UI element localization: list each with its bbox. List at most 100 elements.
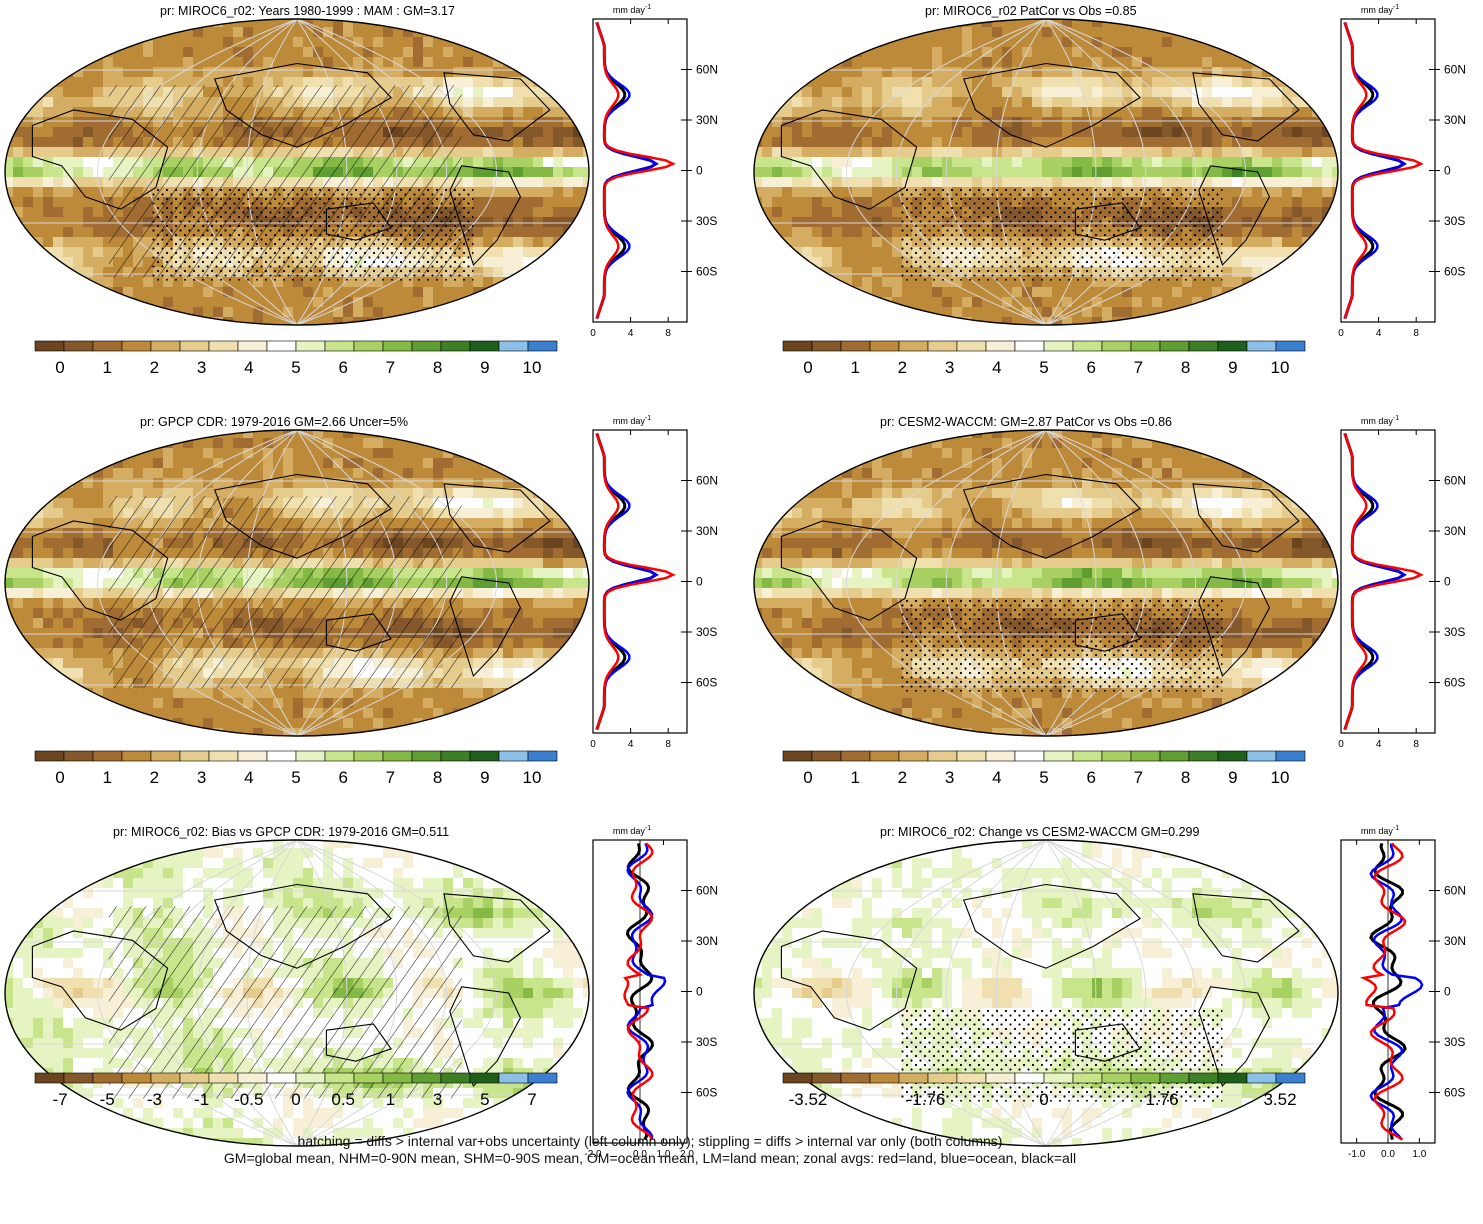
lat-tick-label: 60N — [1444, 474, 1466, 488]
lat-tick-label: 60S — [1444, 676, 1465, 690]
colorbar-label: 3 — [197, 768, 206, 787]
colorbar-swatch — [1101, 340, 1132, 352]
lat-tick-label: 30N — [1444, 524, 1466, 538]
colorbar-swatch — [121, 1072, 152, 1084]
colorbar-swatch — [411, 340, 442, 352]
zonal-tick-label: 0.0 — [1381, 1149, 1395, 1160]
colorbar-label: 1 — [102, 768, 111, 787]
colorbar-swatch — [208, 750, 239, 762]
colorbar-swatch — [353, 340, 384, 352]
lat-tick-label: 60N — [696, 884, 718, 898]
zonal-tick-label: 8 — [1413, 739, 1419, 750]
colorbar-swatch — [1130, 1072, 1161, 1084]
colorbar-label: 10 — [523, 768, 542, 787]
colorbar-label: 7 — [527, 1090, 536, 1109]
zonal-tick-label: -1.0 — [1348, 1149, 1366, 1160]
colorbar-swatch — [869, 340, 900, 352]
zonal-units: mm day-1 — [1361, 4, 1399, 15]
colorbar-label: 2 — [898, 768, 907, 787]
colorbar-swatch — [782, 1072, 813, 1084]
colorbar-label: 0 — [55, 358, 64, 377]
colorbar-label: 6 — [338, 768, 347, 787]
lat-tick-label: 60S — [696, 1086, 717, 1100]
colorbar-swatch — [63, 340, 94, 352]
colorbar-swatch — [121, 340, 152, 352]
colorbar-swatch — [1159, 750, 1190, 762]
colorbar-label: 1 — [102, 358, 111, 377]
colorbar-swatch — [208, 340, 239, 352]
colorbar-label: 3 — [945, 768, 954, 787]
colorbar-swatch — [1159, 340, 1190, 352]
colorbar-swatch — [498, 1072, 529, 1084]
colorbar-swatch — [1130, 340, 1161, 352]
zonal-tick-label: 1.0 — [657, 1149, 671, 1160]
colorbar-swatch — [382, 750, 413, 762]
lat-tick-label: 30N — [1444, 113, 1466, 127]
robinson-map — [753, 429, 1339, 737]
colorbar-swatch — [1072, 1072, 1103, 1084]
zonal-tick-label: 0 — [1338, 328, 1344, 339]
colorbar-label: 0.5 — [331, 1090, 355, 1109]
colorbar-swatch — [92, 1072, 123, 1084]
colorbar-label: -1.76 — [907, 1090, 946, 1109]
colorbar-label: 3.52 — [1263, 1090, 1296, 1109]
colorbar: 0 1 2 3 4 5 6 7 8 9 10 — [34, 750, 558, 787]
colorbar-label: 1.76 — [1145, 1090, 1178, 1109]
colorbar-swatch — [92, 750, 123, 762]
colorbar-swatch — [179, 1072, 210, 1084]
colorbar-label: 7 — [1134, 358, 1143, 377]
colorbar-label: 9 — [480, 358, 489, 377]
zonal-tick-label: -2.0 — [584, 1149, 602, 1160]
colorbar-swatch — [782, 340, 813, 352]
colorbar-swatch — [1014, 340, 1045, 352]
lat-tick-label: 60N — [696, 63, 718, 77]
colorbar-swatch — [1246, 1072, 1277, 1084]
colorbar-swatch — [295, 750, 326, 762]
colorbar-swatch — [927, 340, 958, 352]
colorbar-swatch — [324, 750, 355, 762]
lat-tick-label: 30S — [696, 214, 717, 228]
zonal-average-plot: 60N 30N 0 30S 60S 0 4 8 mm day-1 — [590, 4, 718, 339]
colorbar-label: 4 — [992, 768, 1001, 787]
colorbar-swatch — [1043, 340, 1074, 352]
colorbar-swatch — [1275, 340, 1306, 352]
colorbar-label: 9 — [1228, 768, 1237, 787]
panel-title: pr: MIROC6_r02: Change vs CESM2-WACCM GM… — [880, 825, 1200, 839]
colorbar-swatch — [811, 750, 842, 762]
colorbar-label: 0 — [1039, 1090, 1048, 1109]
zonal-profile-land — [1343, 433, 1424, 730]
colorbar-label: 0 — [291, 1090, 300, 1109]
colorbar-swatch — [266, 750, 297, 762]
colorbar-swatch — [1130, 750, 1161, 762]
colorbar-label: -7 — [52, 1090, 67, 1109]
zonal-profile-land — [595, 22, 676, 319]
lat-tick-label: 30S — [1444, 1035, 1465, 1049]
colorbar-label: 3 — [433, 1090, 442, 1109]
colorbar-label: 8 — [1181, 768, 1190, 787]
zonal-tick-label: 8 — [665, 739, 671, 750]
colorbar-swatch — [34, 750, 65, 762]
colorbar-swatch — [266, 340, 297, 352]
zonal-average-plot: 60N 30N 0 30S 60S 0 4 8 mm day-1 — [1338, 4, 1466, 339]
zonal-tick-label: 4 — [628, 328, 634, 339]
colorbar-label: 4 — [992, 358, 1001, 377]
colorbar-swatch — [527, 1072, 558, 1084]
colorbar-swatch — [956, 1072, 987, 1084]
colorbar-swatch — [840, 1072, 871, 1084]
colorbar-swatch — [1159, 1072, 1190, 1084]
colorbar-swatch — [208, 1072, 239, 1084]
zonal-tick-label: 8 — [665, 328, 671, 339]
colorbar: 0 1 2 3 4 5 6 7 8 9 10 — [782, 340, 1306, 377]
colorbar-swatch — [382, 340, 413, 352]
colorbar-swatch — [179, 750, 210, 762]
colorbar-label: 6 — [1086, 358, 1095, 377]
robinson-map — [753, 839, 1339, 1147]
footer-note-legend: GM=global mean, NHM=0-90N mean, SHM=0-90… — [223, 1150, 1077, 1166]
colorbar-swatch — [927, 1072, 958, 1084]
colorbar-swatch — [1217, 340, 1248, 352]
colorbar-label: 4 — [244, 768, 253, 787]
colorbar-swatch — [440, 1072, 471, 1084]
colorbar-label: 7 — [1134, 768, 1143, 787]
colorbar-swatch — [1014, 1072, 1045, 1084]
zonal-average-plot: 60N 30N 0 30S 60S -1.0 0.0 1.0 mm day-1 — [1340, 825, 1466, 1160]
